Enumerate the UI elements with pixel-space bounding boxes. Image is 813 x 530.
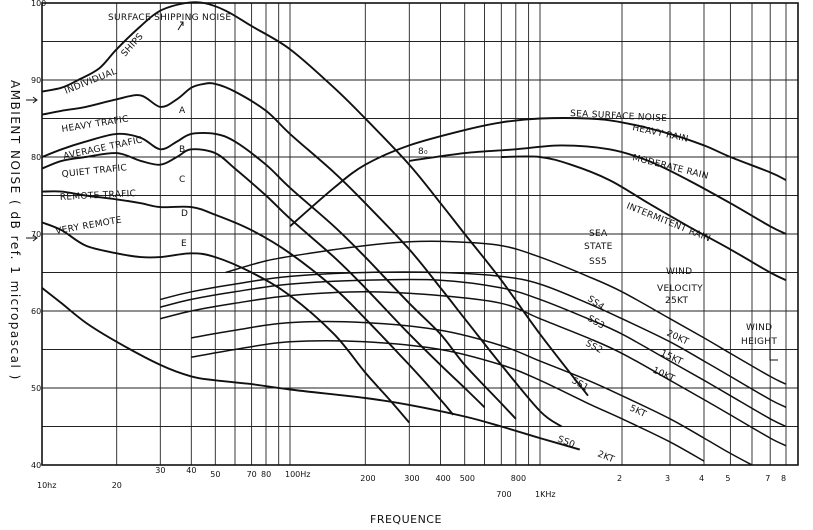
annotation-a: A	[179, 106, 186, 116]
curve-layer	[41, 1, 787, 466]
y-tick-label: 100	[31, 0, 46, 8]
annotation-heavy-trafic: HEAVY TRAFIC	[61, 114, 130, 134]
series-ss3	[160, 278, 787, 428]
series-remote-trafic	[41, 190, 455, 416]
series-ss4	[160, 271, 787, 408]
x-tick-label: 200	[360, 474, 375, 483]
annotation-25kt: 25KT	[665, 296, 689, 306]
annotation-quiet-trafic: QUIET TRAFIC	[61, 163, 127, 180]
x-tick-label: 80	[261, 470, 271, 479]
series-heavy-rain	[289, 117, 787, 228]
x-tick-label: 30	[155, 466, 165, 475]
annotation-b: B	[179, 145, 185, 155]
surface-shipping-arrow	[177, 21, 184, 31]
series-ss1	[191, 320, 753, 466]
annotation-e: E	[181, 239, 187, 249]
series-quiet-trafic	[41, 148, 486, 408]
annotation-individual: INDIVIDUAL	[63, 67, 118, 97]
wind-height-bracket	[769, 340, 778, 361]
x-tick-label: 20	[112, 481, 122, 490]
annotation-ss0: SS0	[556, 435, 576, 451]
y-tick-label: 60	[31, 307, 41, 316]
y-tick-label: 90	[31, 76, 41, 85]
x-tick-label: 800	[511, 474, 526, 483]
annotation-15kt: 15KT	[659, 349, 685, 368]
annotation-ships: SHIPS	[120, 32, 146, 59]
annotation-wind: WIND	[746, 323, 772, 333]
y-tick-label: 50	[31, 384, 41, 393]
x-tick-label: 300	[404, 474, 419, 483]
series-ss5	[225, 240, 787, 385]
y-tick-label: 40	[31, 461, 41, 470]
y-tick-label: 80	[31, 153, 41, 162]
series-ss2	[160, 291, 787, 447]
series-heavy-trafic	[41, 82, 563, 428]
annotation-8: 8₀	[418, 147, 428, 157]
series-average-trafic	[41, 131, 517, 420]
annotation-heavy-rain: HEAVY RAIN	[631, 123, 689, 145]
annotation-remote-trafic: REMOTE TRAFIC	[60, 189, 137, 203]
annotation-surface-shipping-noise: SURFACE SHIPPING NOISE	[108, 13, 231, 23]
annotation-intermitent-rain: INTERMITENT RAIN	[625, 202, 712, 245]
x-tick-label: 1KHz	[535, 490, 556, 499]
series-very-remote	[41, 221, 411, 424]
series-item-6	[41, 287, 581, 451]
annotation-height: HEIGHT	[741, 337, 777, 347]
annotation-2kt: 2KT	[596, 450, 616, 466]
x-tick-label: 400	[436, 474, 451, 483]
x-tick-label: 8	[781, 474, 786, 483]
annotation-wind: WIND	[666, 267, 692, 277]
x-tick-label: 50	[210, 470, 220, 479]
annotation-velocity: VELOCITY	[657, 284, 703, 294]
annotation-ss2: SS2	[584, 339, 605, 356]
annotation-sea: SEA	[589, 229, 608, 239]
x-tick-label: 70	[247, 470, 257, 479]
x-tick-label: 10hz	[37, 481, 56, 490]
y-tick-label: 70	[31, 230, 41, 239]
x-tick-label: 100Hz	[285, 470, 310, 479]
x-tick-label: 40	[186, 466, 196, 475]
annotation-c: C	[179, 175, 186, 185]
x-tick-label: 4	[699, 474, 704, 483]
x-tick-label: 5	[725, 474, 730, 483]
plot-frame	[41, 2, 799, 466]
x-tick-label: 2	[617, 474, 622, 483]
annotation-ss3: SS3	[586, 314, 607, 332]
x-axis-title: FREQUENCE	[370, 513, 442, 526]
annotation-ss1: SS1	[570, 376, 591, 394]
series-individual-ships	[41, 1, 589, 397]
x-tick-label: 7	[765, 474, 770, 483]
x-tick-label: 3	[665, 474, 670, 483]
left-arrows	[26, 96, 38, 242]
annotation-state: STATE	[584, 242, 613, 252]
x-tick-label: 700	[496, 490, 511, 499]
series-moderate-rain	[409, 144, 787, 235]
y-axis-title: AMBIENT NOISE ( dB ref. 1 micropascal )	[8, 80, 22, 381]
x-tick-label: 500	[460, 474, 475, 483]
annotation-20kt: 20KT	[665, 329, 691, 348]
annotation-ss5: SS5	[589, 257, 607, 267]
annotation-10kt: 10KT	[651, 366, 677, 385]
series-ss0	[191, 340, 705, 462]
series-intermitent-rain	[501, 155, 787, 282]
annotation-d: D	[181, 209, 188, 219]
